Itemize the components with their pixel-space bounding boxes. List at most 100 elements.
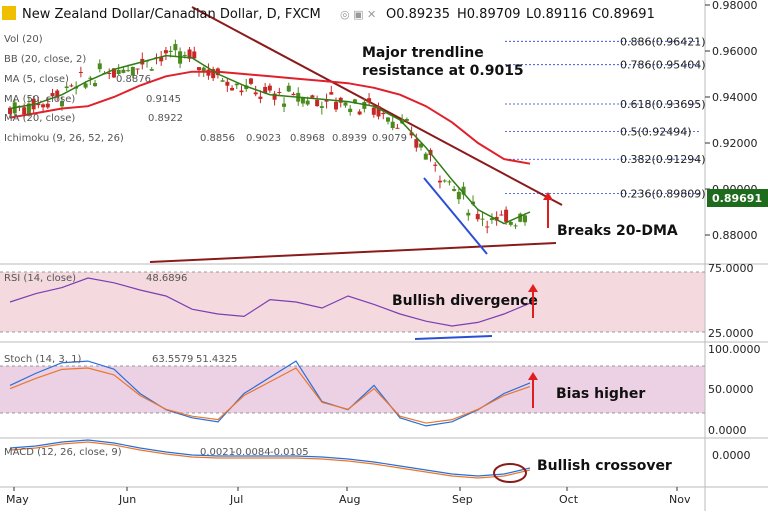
- price-tick-label: 0.88000: [712, 229, 758, 242]
- candle-body: [192, 51, 197, 59]
- ichimoku-value-1: 0.9023: [246, 133, 281, 144]
- macd-line: [9, 439, 531, 477]
- stoch-tick-label: 50.0000: [708, 383, 754, 396]
- rsi-line: [9, 277, 531, 327]
- candle-body: [107, 72, 112, 74]
- annotation-divergence: Bullish divergence: [392, 293, 538, 309]
- rsi-value: 48.6896: [146, 273, 187, 284]
- candle-body: [286, 85, 291, 92]
- candle-body: [149, 69, 154, 71]
- candle-body: [55, 90, 60, 98]
- candle-body: [111, 68, 116, 78]
- candle-body: [329, 92, 334, 95]
- candle-body: [419, 143, 424, 148]
- candle-body: [518, 213, 523, 222]
- vol-legend: Vol (20): [4, 34, 43, 45]
- candle-body: [504, 209, 509, 222]
- rsi-divergence-line: [414, 335, 493, 340]
- price-arrow-head: [543, 192, 553, 200]
- ichimoku-value-3: 0.8939: [332, 133, 367, 144]
- x-tick-label: Jun: [118, 493, 136, 506]
- candle-body: [258, 96, 263, 99]
- candle-body: [310, 95, 315, 98]
- candle-body: [348, 108, 353, 113]
- x-tick-label: Oct: [559, 493, 579, 506]
- candle-body: [305, 100, 310, 105]
- candle-body: [64, 86, 69, 89]
- arrows: [528, 192, 553, 408]
- price-tick-label: 0.92000: [712, 137, 758, 150]
- ma20-legend: MA (20, close): [4, 113, 75, 124]
- candle-body: [456, 191, 461, 200]
- high-value: H0.89709: [457, 7, 521, 22]
- candle-body: [480, 218, 485, 220]
- candle-body: [367, 98, 372, 103]
- candle-body: [196, 67, 201, 71]
- candle-body: [466, 212, 471, 216]
- candle-body: [489, 218, 494, 221]
- candle-body: [433, 164, 438, 166]
- annotation-trend-2: resistance at 0.9015: [362, 63, 524, 79]
- candle-body: [319, 106, 324, 108]
- candle-body: [513, 225, 518, 227]
- candle-body: [494, 216, 499, 221]
- candle-body: [277, 92, 282, 94]
- fib-label: 0.5(0.92494): [620, 126, 692, 139]
- candle-body: [352, 99, 357, 103]
- candle-body: [69, 85, 74, 87]
- eye-icon[interactable]: ◎ ▣ ✕: [340, 8, 376, 21]
- low-value: L0.89116: [526, 7, 587, 22]
- fib-label: 0.886(0.96421): [620, 35, 706, 48]
- candle-body: [239, 90, 244, 93]
- x-tick-label: Sep: [452, 493, 473, 506]
- symbol-icon[interactable]: [2, 6, 16, 20]
- candle-body: [234, 83, 239, 86]
- candle-body: [267, 85, 272, 91]
- macd-value-2: -0.0105: [270, 447, 309, 458]
- price-tick-label: 0.94000: [712, 91, 758, 104]
- ichimoku-value-4: 0.9079: [372, 133, 407, 144]
- fib-label: 0.786(0.95404): [620, 59, 706, 72]
- candle-body: [343, 102, 348, 106]
- candle-body: [97, 63, 102, 70]
- rsi-tick-label: 25.0000: [708, 327, 754, 340]
- candle-body: [248, 78, 253, 84]
- candle-body: [376, 106, 381, 117]
- close-value: C0.89691: [592, 7, 655, 22]
- moving-averages: [9, 54, 531, 225]
- ma50-value: 0.9145: [146, 94, 181, 105]
- candle-body: [163, 50, 168, 54]
- ichimoku-legend: Ichimoku (9, 26, 52, 26): [4, 133, 124, 144]
- decline-trendline: [423, 177, 488, 255]
- candle-body: [523, 215, 527, 223]
- ma50-legend: MA (50, close): [4, 94, 75, 105]
- candle-body: [300, 97, 305, 104]
- candle-body: [130, 67, 135, 76]
- candle-body: [357, 111, 362, 115]
- candle-body: [135, 68, 140, 70]
- candle-body: [423, 153, 428, 160]
- plot-background: [0, 0, 705, 511]
- candle-body: [45, 103, 50, 108]
- candle-body: [116, 69, 121, 74]
- candle-body: [22, 107, 27, 115]
- macd-legend: MACD (12, 26, close, 9): [4, 447, 122, 458]
- candle-body: [390, 121, 395, 128]
- ma5-legend: MA (5, close): [4, 74, 69, 85]
- x-tick-label: May: [6, 493, 29, 506]
- trendlines: [149, 6, 563, 340]
- candle-body: [263, 86, 268, 93]
- candle-body: [59, 101, 64, 107]
- candle-body: [442, 180, 447, 182]
- candle-body: [499, 214, 504, 216]
- candle-body: [159, 57, 164, 62]
- price-tick-label: 0.96000: [712, 45, 758, 58]
- fib-label: 0.382(0.91294): [620, 153, 706, 166]
- open-value: O0.89235: [386, 7, 450, 22]
- candle-body: [182, 55, 187, 57]
- candle-body: [447, 181, 452, 183]
- candle-body: [50, 93, 55, 97]
- rsi-band: [0, 272, 705, 332]
- candle-body: [385, 117, 390, 122]
